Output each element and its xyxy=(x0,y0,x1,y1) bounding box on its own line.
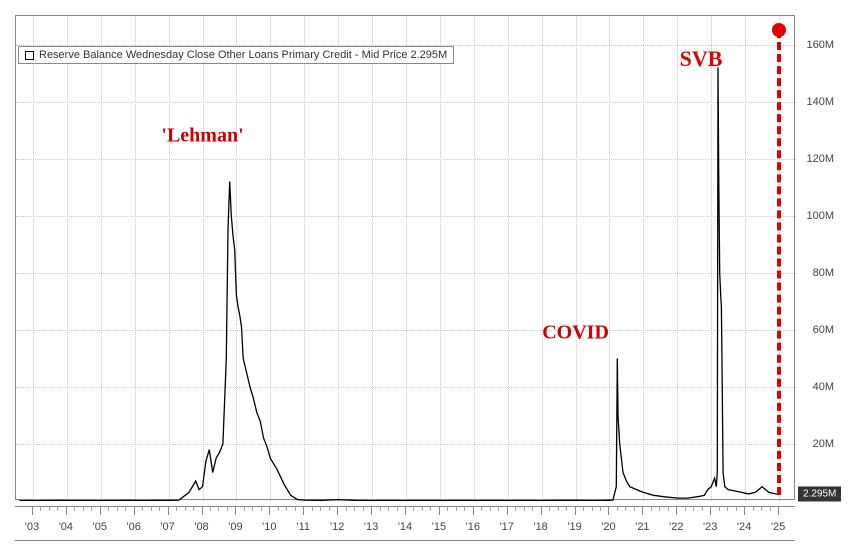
x-tick-label: '15 xyxy=(432,521,446,533)
x-tick-label: '19 xyxy=(567,521,581,533)
plot-area: 'Lehman' COVID SVB Reserve Balance Wedne… xyxy=(16,16,796,501)
x-tick-label: '06 xyxy=(127,521,141,533)
x-tick-label: '20 xyxy=(601,521,615,533)
x-tick-label: '12 xyxy=(330,521,344,533)
y-tick-label: 140M xyxy=(804,96,836,108)
x-tick-label: '03 xyxy=(25,521,39,533)
svb-marker-dot xyxy=(772,23,786,37)
y-tick-label: 160M xyxy=(804,39,836,51)
x-tick-label: '11 xyxy=(296,521,310,533)
x-tick-label: '24 xyxy=(737,521,751,533)
x-tick-label: '10 xyxy=(262,521,276,533)
x-axis: '03 '04 '05 '06 '07 '08 '09 '10 '11 '12 '13 '14 '15 '… xyxy=(15,506,795,541)
x-tick-label: '23 xyxy=(703,521,717,533)
annotation-covid: COVID xyxy=(542,321,609,344)
x-tick-label: '17 xyxy=(500,521,514,533)
annotation-svb: SVB xyxy=(680,46,723,72)
chart-frame: 'Lehman' COVID SVB Reserve Balance Wedne… xyxy=(15,15,795,500)
x-tick-label: '13 xyxy=(364,521,378,533)
x-tick-label: '21 xyxy=(635,521,649,533)
y-tick-label: 120M xyxy=(804,153,836,165)
last-value-badge: 2.295M xyxy=(798,487,841,502)
svb-marker-line xyxy=(777,30,781,495)
y-tick-label: 60M xyxy=(811,324,836,336)
x-tick-label: '18 xyxy=(533,521,547,533)
x-tick-label: '04 xyxy=(59,521,73,533)
y-tick-label: 100M xyxy=(804,210,836,222)
y-tick-label: 20M xyxy=(811,438,836,450)
legend-text: Reserve Balance Wednesday Close Other Lo… xyxy=(39,49,447,61)
primary-credit-series xyxy=(16,16,796,501)
x-tick-label: '22 xyxy=(669,521,683,533)
x-tick-label: '09 xyxy=(228,521,242,533)
legend: Reserve Balance Wednesday Close Other Lo… xyxy=(18,46,454,64)
x-tick-label: '07 xyxy=(160,521,174,533)
y-tick-label: 80M xyxy=(811,267,836,279)
annotation-lehman: 'Lehman' xyxy=(161,124,243,147)
y-tick-label: 40M xyxy=(811,381,836,393)
x-tick-label: '16 xyxy=(466,521,480,533)
x-tick-label: '14 xyxy=(398,521,412,533)
legend-swatch xyxy=(25,51,34,60)
x-tick-label: '05 xyxy=(93,521,107,533)
x-tick-label: '25 xyxy=(771,521,785,533)
x-tick-label: '08 xyxy=(194,521,208,533)
